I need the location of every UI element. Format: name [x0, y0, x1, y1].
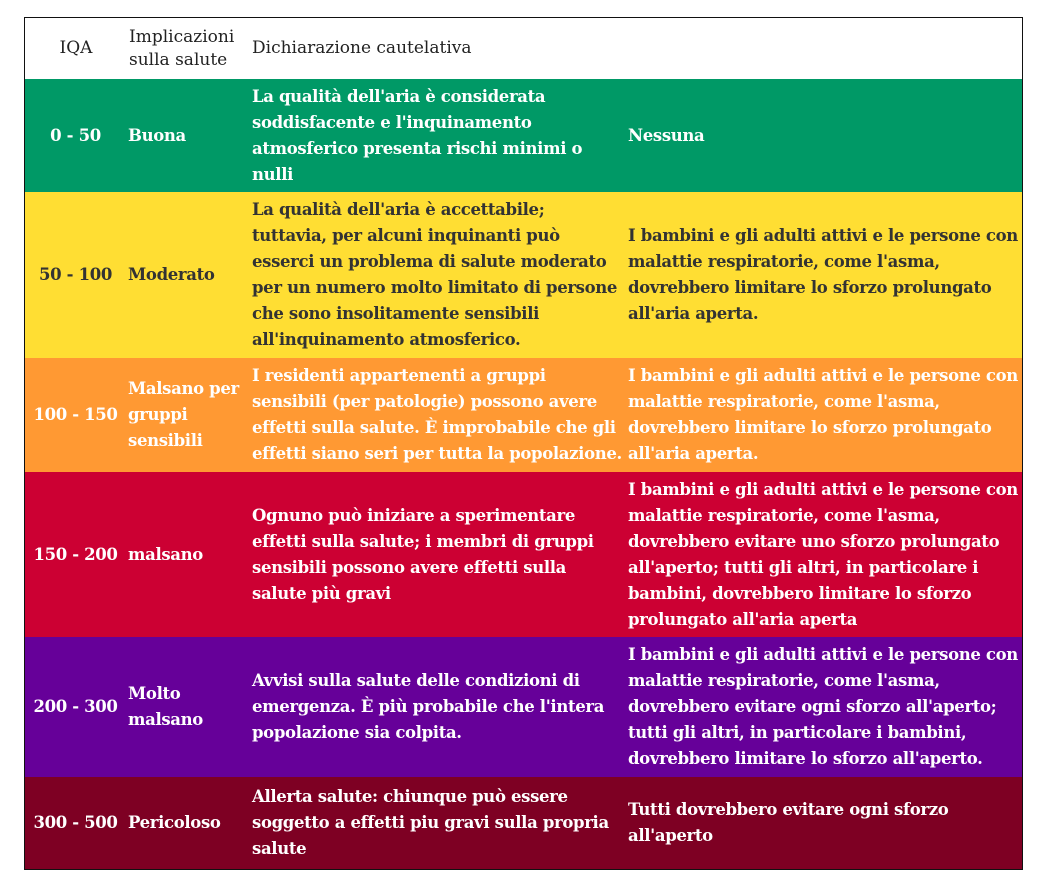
- header-precauzioni: [625, 18, 1022, 79]
- health-level-cell: Moderato: [128, 265, 215, 284]
- caution-statement-cell: I bambini e gli adulti attivi e le perso…: [628, 645, 1018, 768]
- aqi-table: IQA Implicazioni sulla salute Dichiarazi…: [25, 18, 1022, 869]
- table-row: 300 - 500 Pericoloso Allerta salute: chi…: [25, 777, 1022, 869]
- health-warning-cell: La qualità dell'aria è considerata soddi…: [252, 86, 583, 184]
- header-iqa: IQA: [59, 38, 93, 58]
- caution-statement-cell: Tutti dovrebbero evitare ogni sforzo all…: [628, 800, 949, 845]
- iqa-range-cell: 100 - 150: [33, 405, 118, 424]
- caution-statement-cell: I bambini e gli adulti attivi e le perso…: [628, 366, 1018, 463]
- health-warning-cell: Allerta salute: chiunque può essere sogg…: [252, 787, 609, 858]
- caution-statement-cell: I bambini e gli adulti attivi e le perso…: [628, 479, 1018, 629]
- iqa-range-cell: 150 - 200: [33, 544, 118, 564]
- header-row: IQA Implicazioni sulla salute Dichiarazi…: [25, 18, 1022, 79]
- table-row: 0 - 50 Buona La qualità dell'aria è cons…: [25, 79, 1022, 192]
- health-level-cell: Molto malsano: [128, 684, 203, 729]
- health-warning-cell: La qualità dell'aria è accettabile; tutt…: [252, 200, 618, 349]
- header-implicazioni: Implicazioni sulla salute: [129, 26, 235, 70]
- iqa-range-cell: 0 - 50: [50, 125, 101, 145]
- health-level-cell: Pericoloso: [128, 813, 221, 832]
- health-warning-cell: I residenti appartenenti a gruppi sensib…: [252, 366, 622, 463]
- iqa-range-cell: 300 - 500: [33, 813, 118, 832]
- header-dichiarazione: Dichiarazione cautelativa: [252, 38, 472, 58]
- health-level-cell: Buona: [128, 125, 186, 145]
- table-row: 200 - 300 Molto malsano Avvisi sulla sal…: [25, 637, 1022, 777]
- iqa-range-cell: 50 - 100: [39, 265, 112, 284]
- aqi-table-container: IQA Implicazioni sulla salute Dichiarazi…: [24, 17, 1023, 870]
- table-row: 50 - 100 Moderato La qualità dell'aria è…: [25, 192, 1022, 358]
- caution-statement-cell: Nessuna: [628, 125, 705, 145]
- table-row: 150 - 200 malsano Ognuno può iniziare a …: [25, 472, 1022, 637]
- health-level-cell: Malsano per gruppi sensibili: [128, 379, 239, 450]
- health-warning-cell: Avvisi sulla salute delle condizioni di …: [252, 671, 605, 742]
- caution-statement-cell: I bambini e gli adulti attivi e le perso…: [628, 226, 1018, 323]
- health-warning-cell: Ognuno può iniziare a sperimentare effet…: [252, 505, 594, 603]
- iqa-range-cell: 200 - 300: [33, 697, 118, 716]
- table-row: 100 - 150 Malsano per gruppi sensibili I…: [25, 358, 1022, 472]
- health-level-cell: malsano: [128, 544, 203, 564]
